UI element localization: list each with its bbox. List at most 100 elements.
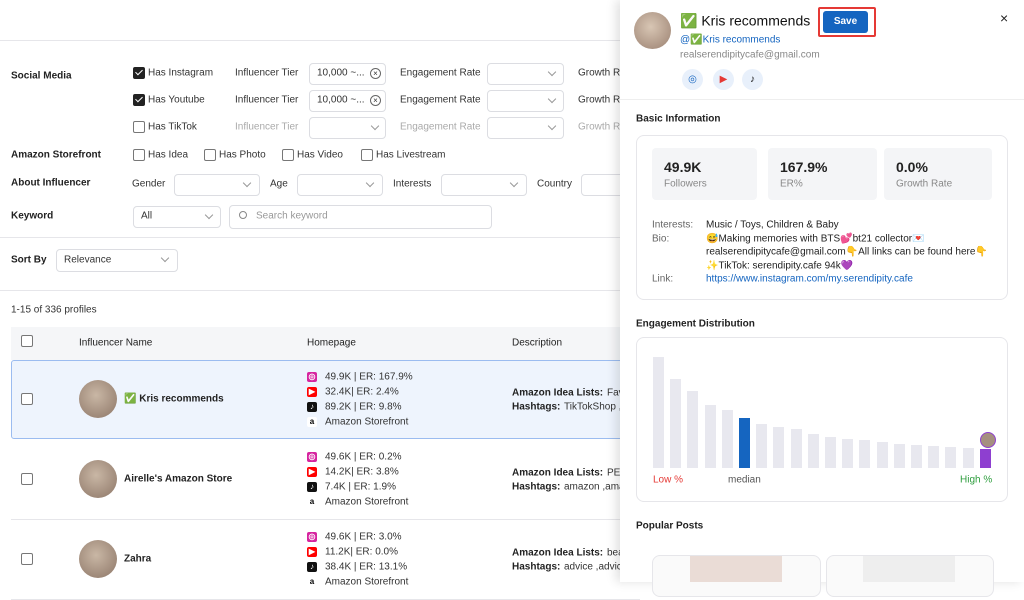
close-button[interactable]: × xyxy=(1000,10,1009,26)
bar xyxy=(962,448,974,468)
option-label: Has Photo xyxy=(219,149,266,161)
tier-label: Influencer Tier xyxy=(235,121,299,133)
option-label: Has Livestream xyxy=(376,149,446,161)
tier-select[interactable] xyxy=(309,90,386,112)
platform-icon: ▶ xyxy=(307,387,317,397)
save-button[interactable]: Save xyxy=(823,11,868,33)
search-input[interactable] xyxy=(229,205,492,229)
filter-label: About Influencer xyxy=(11,177,91,189)
column-header: Description xyxy=(512,337,563,349)
clear-icon: × xyxy=(370,95,381,106)
email: realserendipitycafe@gmail.com xyxy=(680,49,820,61)
field-select[interactable] xyxy=(297,174,383,196)
social-icon[interactable]: ◎ xyxy=(682,69,703,90)
bar xyxy=(825,436,836,468)
homepage-stat: Amazon Storefront xyxy=(325,416,409,428)
checkbox[interactable] xyxy=(282,149,294,161)
checkbox[interactable] xyxy=(133,67,145,79)
checkbox[interactable] xyxy=(21,393,33,405)
bar xyxy=(739,418,750,468)
option-label: Has Instagram xyxy=(148,67,214,79)
detail-value: Music / Toys, Children & Baby xyxy=(706,219,839,231)
section-title: Popular Posts xyxy=(636,520,704,532)
description-label: Hashtags: xyxy=(512,561,561,573)
checkbox[interactable] xyxy=(21,335,33,347)
table-header xyxy=(11,327,640,360)
checkbox[interactable] xyxy=(133,94,145,106)
marker-avatar xyxy=(980,432,996,448)
bar xyxy=(893,443,905,468)
detail-value: https://www.instagram.com/my.serendipity… xyxy=(706,273,913,285)
social-icon[interactable]: ♪ xyxy=(742,69,763,90)
bar xyxy=(721,410,733,468)
table-row[interactable] xyxy=(11,440,640,520)
filter-label: Sort By xyxy=(11,254,47,266)
avatar xyxy=(634,12,671,49)
engagement-select[interactable] xyxy=(487,117,564,139)
detail-value: ✨TikTok: serendipity.cafe 94k💜 xyxy=(706,260,854,271)
axis-label: High % xyxy=(960,474,993,486)
tier-select[interactable] xyxy=(309,63,386,85)
influencer-name: ✅ Kris recommends xyxy=(124,393,224,405)
tier-value: 10,000 ~... xyxy=(317,67,365,79)
tier-label: Influencer Tier xyxy=(235,67,299,79)
option-label: Has Idea xyxy=(148,149,189,161)
platform-icon: ♪ xyxy=(307,482,317,492)
homepage-stat: Amazon Storefront xyxy=(325,576,409,588)
stat-value: 49.9K xyxy=(664,159,702,175)
option-label: Has Video xyxy=(297,149,343,161)
detail-label: Bio: xyxy=(652,233,670,244)
homepage-stat: 14.2K| ER: 3.8% xyxy=(325,466,399,478)
option-label: Has Youtube xyxy=(148,94,205,106)
social-icon[interactable]: ▶ xyxy=(713,69,734,90)
influencer-name: Airelle's Amazon Store xyxy=(124,473,233,485)
checkbox[interactable] xyxy=(133,149,145,161)
homepage-stat: 89.2K | ER: 9.8% xyxy=(325,401,402,413)
axis-label: Low % xyxy=(653,474,684,486)
engagement-select[interactable] xyxy=(487,63,564,85)
platform-icon: ♪ xyxy=(307,562,317,572)
clear-icon: × xyxy=(370,68,381,79)
checkbox[interactable] xyxy=(204,149,216,161)
influencer-name: Zahra xyxy=(124,553,152,565)
bar xyxy=(876,442,888,468)
platform-icon: ▶ xyxy=(307,547,317,557)
sort-select[interactable] xyxy=(56,249,178,272)
platform-icon: ◎ xyxy=(307,452,317,462)
avatar xyxy=(79,540,117,578)
description-label: Amazon Idea Lists: xyxy=(512,547,604,559)
checkbox[interactable] xyxy=(133,121,145,133)
stat-value: 0.0% xyxy=(896,159,928,175)
axis-label: median xyxy=(728,474,761,486)
homepage-stat: 7.4K | ER: 1.9% xyxy=(325,481,396,493)
filter-label: Amazon Storefront xyxy=(11,149,101,161)
description-label: Amazon Idea Lists: xyxy=(512,387,604,399)
stat-label: Followers xyxy=(664,178,707,190)
field-select[interactable] xyxy=(441,174,527,196)
checkbox[interactable] xyxy=(21,553,33,565)
homepage-stat: 49.6K | ER: 3.0% xyxy=(325,531,402,543)
growth-label: Growth Rate xyxy=(578,67,635,79)
stat-value: 167.9% xyxy=(780,159,828,175)
scope-select[interactable] xyxy=(133,206,221,228)
field-select[interactable] xyxy=(174,174,260,196)
engagement-label: Engagement Rate xyxy=(400,121,481,133)
tier-value: 10,000 ~... xyxy=(317,94,365,106)
section-title: Engagement Distribution xyxy=(636,318,755,330)
bar xyxy=(756,423,768,468)
option-label: Has TikTok xyxy=(148,121,197,133)
tier-select[interactable] xyxy=(309,117,386,139)
description-text: beaut xyxy=(607,548,632,559)
checkbox[interactable] xyxy=(21,473,33,485)
platform-icon: ◎ xyxy=(307,532,317,542)
field-label: Interests xyxy=(393,178,432,190)
engagement-select[interactable] xyxy=(487,90,564,112)
card xyxy=(636,135,1008,300)
stat-label: ER% xyxy=(780,178,803,190)
column-header: Homepage xyxy=(307,337,356,349)
avatar xyxy=(79,460,117,498)
detail-label: Link: xyxy=(652,273,674,285)
checkbox[interactable] xyxy=(361,149,373,161)
bar xyxy=(670,379,682,468)
description-label: Amazon Idea Lists: xyxy=(512,467,604,479)
